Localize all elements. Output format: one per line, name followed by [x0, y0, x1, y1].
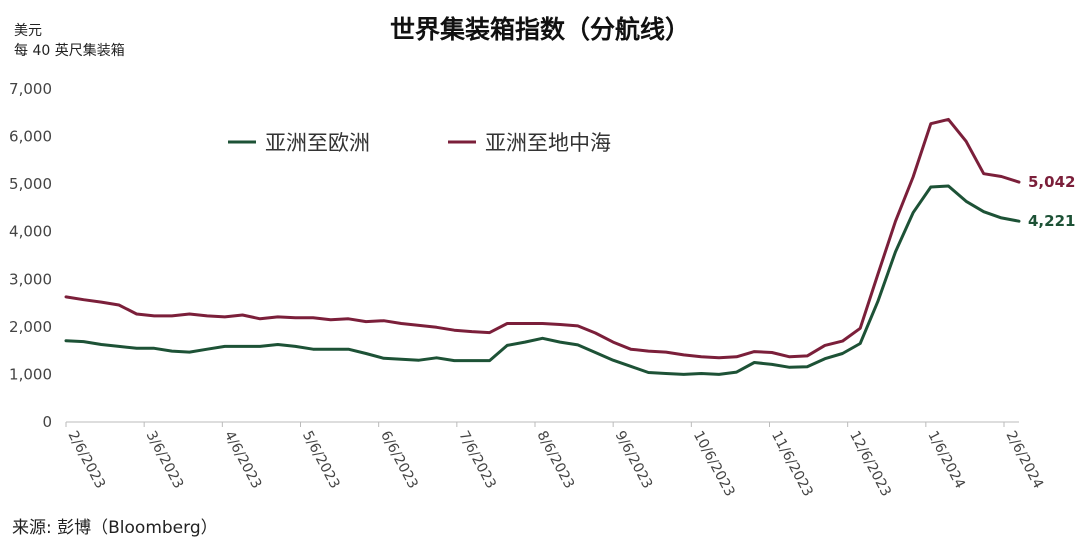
- x-tick-label: 6/6/2023: [377, 428, 421, 491]
- x-tick-label: 12/6/2023: [846, 428, 894, 499]
- x-axis: 2/6/2023 3/6/2023 4/6/2023 5/6/2023 6/6/2023…: [64, 421, 1046, 499]
- legend-label: 亚洲至欧洲: [265, 131, 370, 155]
- y-tick-label: 5,000: [9, 175, 52, 193]
- y-axis-unit-label: 美元: [14, 23, 42, 39]
- y-tick-label: 1,000: [9, 365, 52, 383]
- x-tick-label: 2/6/2023: [64, 428, 108, 491]
- end-value-label: 4,221: [1028, 212, 1075, 230]
- y-axis: 0 1,000 2,000 3,000 4,000 5,000 6,000 7,000: [9, 80, 52, 431]
- legend-label: 亚洲至地中海: [485, 131, 611, 155]
- x-tick-label: 5/6/2023: [299, 428, 343, 491]
- chart-title: 世界集装箱指数（分航线）: [389, 15, 690, 44]
- series-line-asia-mediterranean: [64, 117, 1021, 360]
- x-tick-label: 9/6/2023: [612, 428, 656, 491]
- y-tick-label: 0: [42, 413, 52, 431]
- series-line-asia-europe: [64, 184, 1021, 376]
- source-note: 来源: 彭博（Bloomberg）: [12, 518, 218, 538]
- x-tick-label: 8/6/2023: [533, 428, 577, 491]
- end-labels: 4,221 5,042: [1028, 173, 1075, 230]
- y-tick-label: 3,000: [9, 270, 52, 288]
- x-tick-label: 2/6/2024: [1002, 428, 1046, 491]
- x-tick-label: 3/6/2023: [143, 428, 187, 491]
- x-tick-label: 4/6/2023: [221, 428, 265, 491]
- end-value-label: 5,042: [1028, 173, 1075, 191]
- y-tick-label: 4,000: [9, 223, 52, 241]
- y-tick-label: 6,000: [9, 128, 52, 146]
- x-tick-label: 10/6/2023: [690, 428, 738, 499]
- x-tick-label: 11/6/2023: [768, 428, 816, 499]
- y-axis-unit-sublabel: 每 40 英尺集装箱: [14, 43, 125, 59]
- x-tick-label: 7/6/2023: [455, 428, 499, 491]
- series-lines: [64, 117, 1021, 376]
- y-tick-label: 7,000: [9, 80, 52, 98]
- legend: 亚洲至欧洲 亚洲至地中海: [228, 131, 611, 155]
- x-tick-label: 1/6/2024: [924, 428, 968, 491]
- y-tick-label: 2,000: [9, 318, 52, 336]
